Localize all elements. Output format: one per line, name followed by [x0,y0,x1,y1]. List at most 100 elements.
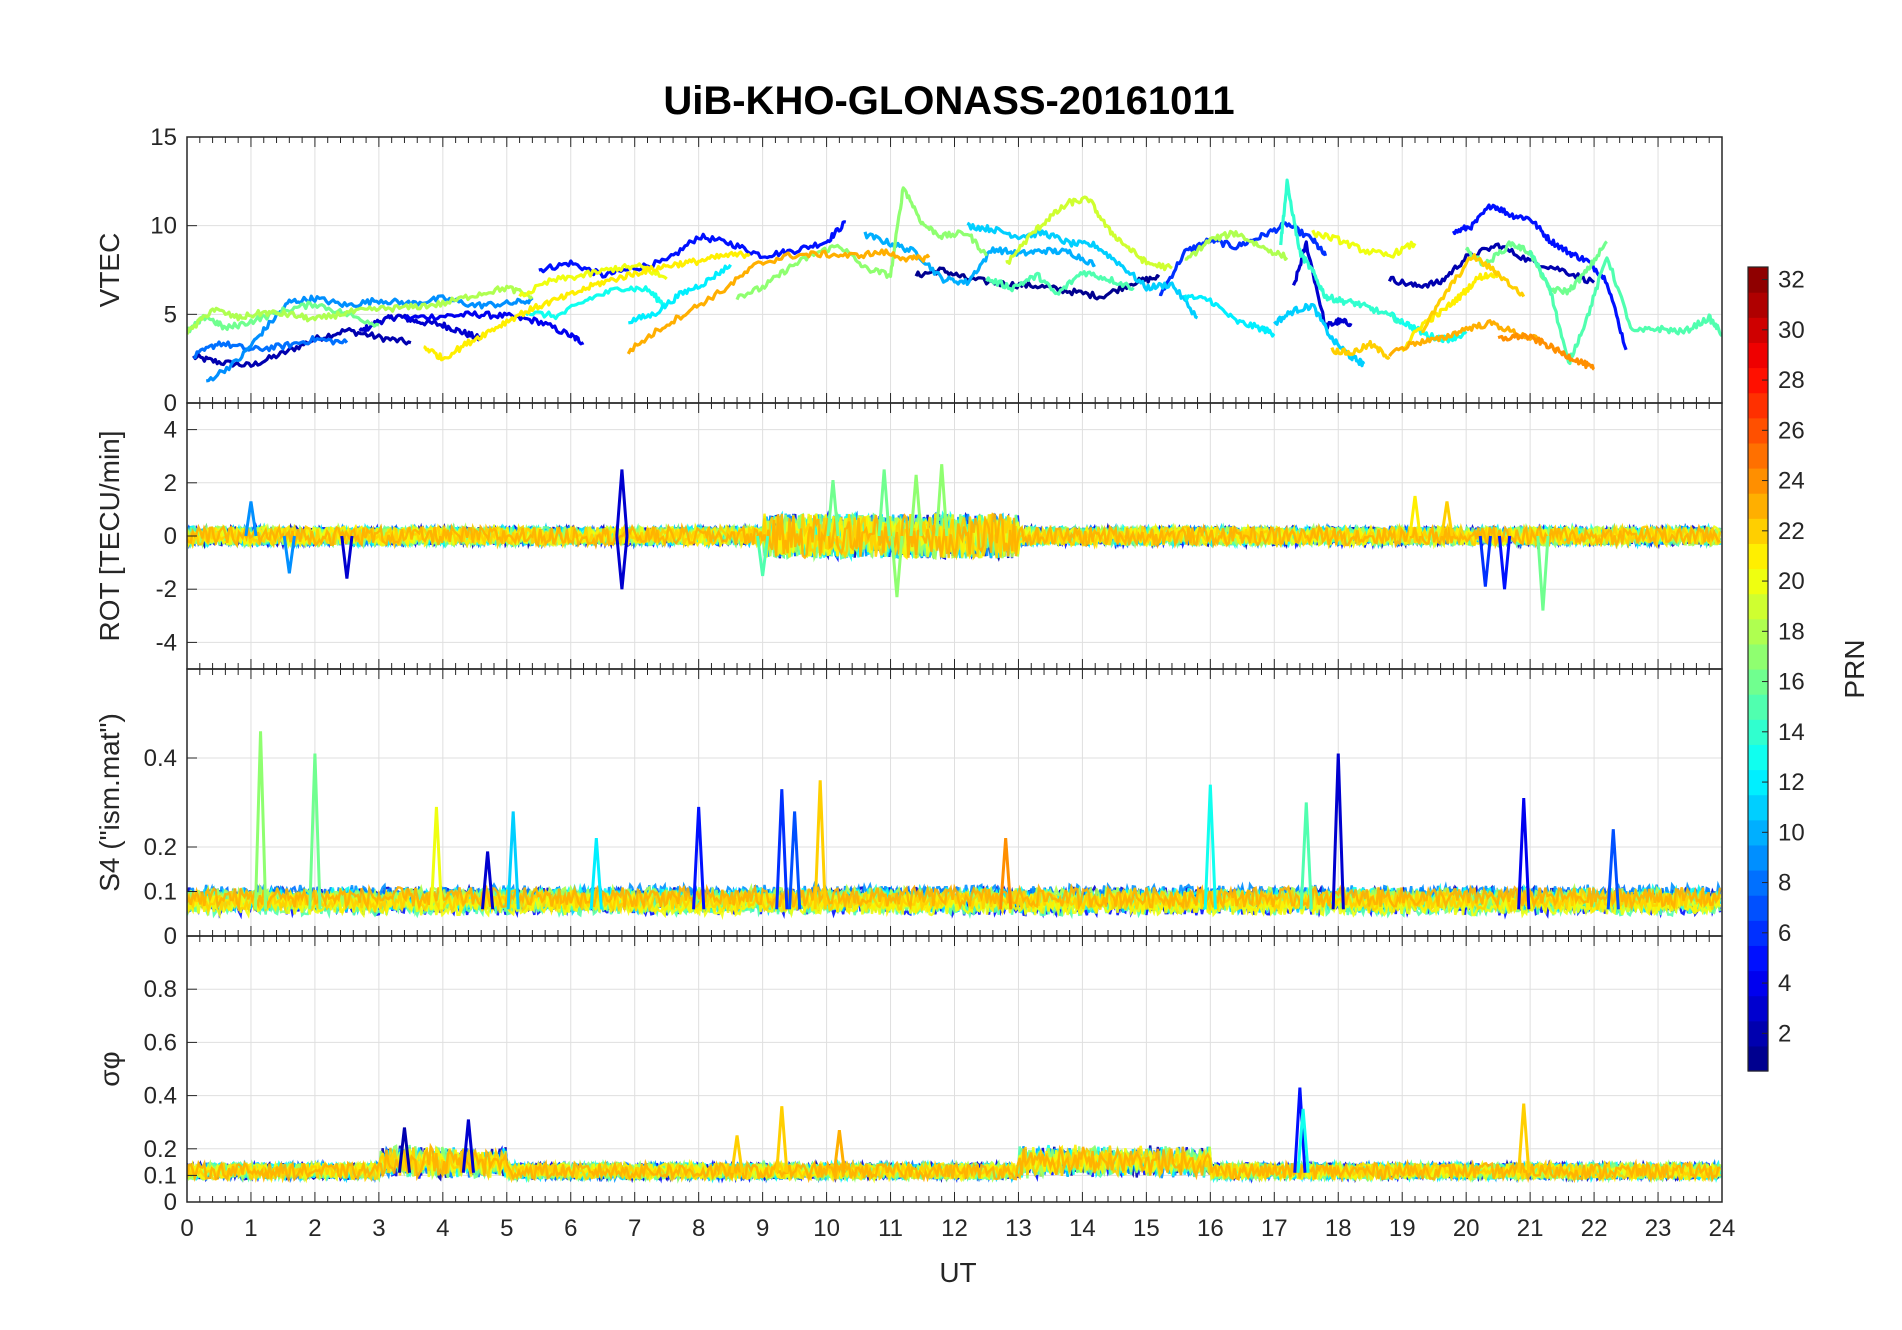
spike-prn-22 [775,1106,789,1173]
vtec-series-prn-22 [1330,339,1391,360]
y-axis-label: σφ [94,1051,125,1086]
colorbar-swatch [1748,694,1768,720]
spike-prn-5 [1293,1087,1307,1173]
x-tick-label: 19 [1389,1215,1416,1242]
vtec-series-prn-2 [1387,242,1596,289]
spike-prn-3 [1331,753,1345,910]
x-axis-label: UT [939,1257,976,1288]
vtec-series-prn-12 [628,263,732,325]
vtec-series-prn-15 [1528,250,1722,365]
vtec-series-prn-4 [403,310,585,346]
vtec-series-prn-19 [1005,195,1173,272]
colorbar-tick-label: 18 [1778,618,1805,645]
colorbar-swatch [1748,392,1768,419]
colorbar-tick-label: 16 [1778,669,1805,696]
vtec-series-prn-13 [524,285,668,321]
vtec-series-prn-10 [863,231,1096,286]
spike-prn-16 [308,753,322,910]
vtec-series-prn-18 [1184,229,1289,261]
spike-prn-17 [935,464,949,537]
spike-prn-3 [615,535,629,590]
colorbar-swatch [1748,568,1768,595]
vtec-series-prn-15 [985,270,1135,296]
panel-1: 0 5 10 15 VTEC [94,124,1723,417]
x-tick-label: 23 [1645,1215,1672,1242]
vtec-series-prn-18 [187,284,534,335]
colorbar-frame [1747,266,1769,1072]
x-tick-label: 17 [1261,1215,1288,1242]
colorbar-tick-label: 24 [1778,468,1805,495]
colorbar-swatch [1748,518,1768,544]
y-tick-label: -4 [156,629,177,656]
panel-traces [187,1087,1722,1184]
x-tick-label: 3 [372,1215,385,1242]
spike-prn-12 [589,837,603,910]
vtec-series-prn-8 [193,335,349,359]
x-tick-label: 7 [628,1215,641,1242]
y-tick-label: 0.1 [144,879,177,906]
vtec-series-prn-20 [1311,229,1417,259]
vtec-series-prn-21 [423,250,751,362]
x-tick-label: 12 [941,1215,968,1242]
colorbar-swatch [1748,643,1768,670]
y-tick-label: 0 [164,923,177,950]
colorbar-swatch [1748,945,1768,972]
colorbar-tick-label: 4 [1778,970,1791,997]
colorbar-tick-label: 28 [1778,367,1805,394]
spike-prn-24 [999,837,1013,910]
x-tick-label: 5 [500,1215,513,1242]
y-tick-label: 0.6 [144,1029,177,1056]
colorbar-swatch [1748,995,1768,1022]
y-tick-label: 0.8 [144,976,177,1003]
x-tick-label: 9 [756,1215,769,1242]
colorbar-tick-label: 22 [1778,518,1805,545]
colorbar-swatch [1748,870,1768,896]
vtec-series-prn-5 [1451,203,1628,351]
colorbar-swatch [1748,442,1768,469]
colorbar-swatch [1748,593,1768,620]
vtec-series-prn-3 [358,313,483,342]
vtec-series-prn-16 [187,300,380,334]
x-tick-label: 13 [1005,1215,1032,1242]
spike-prn-17 [909,474,923,537]
x-tick-label: 2 [308,1215,321,1242]
spike-prn-5 [692,806,706,910]
panel-4: 00.10.2 0.4 0.6 0.8 σφ [94,935,1723,1216]
colorbar-swatch [1748,719,1768,745]
panel-3: 0 0.1 0.2 0.4 S4 ("ism.mat") [94,668,1723,950]
x-tick-label: 6 [564,1215,577,1242]
colorbar-tick-label: 30 [1778,317,1805,344]
x-tick-label: 22 [1581,1215,1608,1242]
y-tick-label: 0.4 [144,745,177,772]
spike-prn-11 [506,811,520,910]
colorbar-swatch [1748,819,1768,846]
colorbar-tick-label: 10 [1778,819,1805,846]
colorbar-swatch [1748,468,1768,494]
spike-prn-6 [1478,535,1492,587]
x-tick-label: 8 [692,1215,705,1242]
colorbar-swatch [1748,267,1768,293]
y-tick-label: 0.2 [144,1136,177,1163]
spike-prn-4 [1517,797,1531,910]
spike-prn-7 [787,811,802,910]
vtec-series-prn-23 [626,248,931,355]
x-tick-label: 21 [1517,1215,1544,1242]
spike-prn-22 [730,1135,744,1173]
colorbar-swatch [1748,744,1768,771]
spike-prn-7 [1606,829,1620,910]
spike-prn-17 [253,731,268,910]
y-tick-label: 4 [164,417,177,444]
spike-prn-9 [244,501,258,537]
colorbar-swatch [1748,669,1768,695]
panel-traces [187,178,1722,383]
spike-prn-3 [480,851,495,910]
colorbar-swatch [1748,895,1768,921]
colorbar-swatch [1748,844,1768,871]
y-tick-label: 0 [164,523,177,550]
vtec-series-prn-20 [518,262,668,298]
x-tick-label: 14 [1069,1215,1096,1242]
x-tick-label: 24 [1709,1215,1736,1242]
colorbar-swatch [1748,1020,1768,1047]
x-tick-label: 18 [1325,1215,1352,1242]
